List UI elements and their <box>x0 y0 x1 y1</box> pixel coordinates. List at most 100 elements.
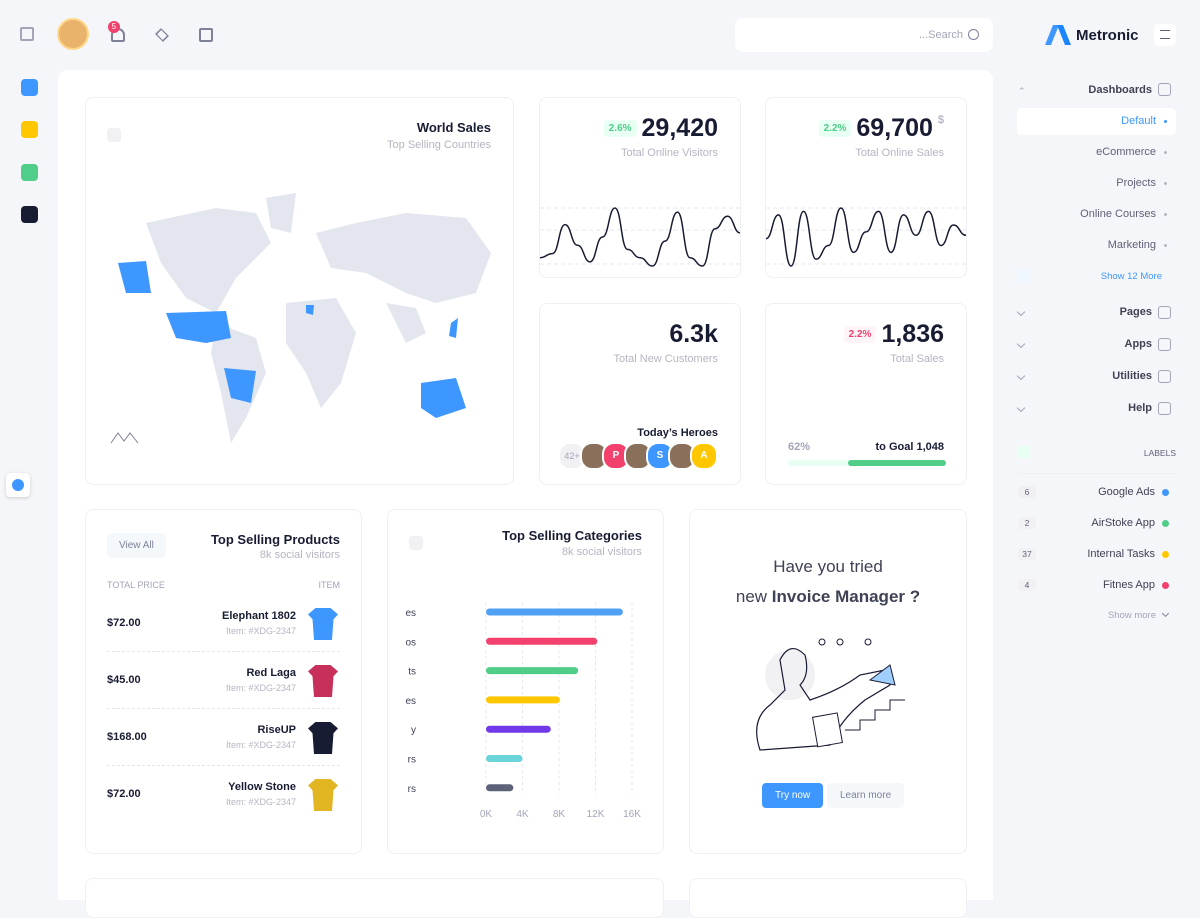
y-tick-label: es <box>405 608 416 619</box>
product-image <box>308 779 338 811</box>
avatar-row: A S P 42+ <box>558 442 718 470</box>
chevron <box>1016 403 1026 413</box>
contacts-app[interactable] <box>21 121 38 138</box>
events-app[interactable] <box>21 206 38 223</box>
label-dot <box>1162 582 1169 589</box>
card-subtitle: 8k social visitors <box>561 546 642 558</box>
bar <box>486 637 598 645</box>
menu-item-text: Default <box>1121 115 1156 127</box>
product-name: Yellow Stone <box>228 781 296 793</box>
logout-icon[interactable] <box>20 27 34 41</box>
column-header: ITEM <box>318 580 341 590</box>
y-tick-label: es <box>405 696 416 707</box>
label-name[interactable]: Fitnes App <box>1103 579 1155 591</box>
stat-label: Total Sales <box>890 353 944 365</box>
menu-toggle-icon <box>1160 30 1170 39</box>
calendar-add-icon[interactable] <box>199 28 213 42</box>
stat-value: 69,700 <box>856 114 933 142</box>
product-sku: Item: #XDG-2347 <box>225 626 296 636</box>
y-tick-label: os <box>405 637 416 648</box>
stat-header: 6.3k <box>669 320 718 349</box>
tasks-app[interactable] <box>21 164 38 181</box>
user-avatar[interactable] <box>57 18 89 50</box>
menu-item-text: Marketing <box>1107 239 1156 251</box>
menu-item[interactable]: Projects <box>1017 170 1176 197</box>
stat-label: Total New Customers <box>613 353 718 365</box>
brand-name: Metronic <box>1076 27 1139 44</box>
card-menu[interactable] <box>107 128 121 142</box>
plus-icon <box>1018 270 1030 282</box>
world-map <box>110 193 491 444</box>
label-dot <box>1162 520 1169 527</box>
label-name[interactable]: Google Ads <box>1098 486 1155 498</box>
chevron <box>1016 307 1026 317</box>
row-divider <box>107 651 340 652</box>
show-more-link[interactable]: Show more <box>1107 610 1156 621</box>
goal-track <box>788 460 946 466</box>
bar <box>486 696 560 704</box>
plus-icon <box>1018 446 1030 458</box>
menu-item-text: eCommerce <box>1096 146 1156 158</box>
sparkline-line <box>766 207 966 267</box>
product-price: $72.00 <box>107 617 141 629</box>
stat-label: Total Online Sales <box>855 147 944 159</box>
card-title: World Sales <box>416 120 491 135</box>
product-image <box>308 608 338 640</box>
menu-bullet <box>1164 182 1167 185</box>
trend-badge: 2.2% <box>843 326 877 343</box>
promo-illustration <box>756 638 905 751</box>
promo-line: new Invoice Manager ? <box>690 587 966 607</box>
stat-header: 2.2% 1,836 <box>843 320 944 349</box>
menu-item[interactable]: Default <box>1017 108 1176 135</box>
menu-item-text: Online Courses <box>1080 208 1156 220</box>
card-menu[interactable] <box>409 536 423 550</box>
promo-card: Have you tried new Invoice Manager ? Try… <box>689 509 967 854</box>
product-price: $168.00 <box>107 731 147 743</box>
stat-card: 2.2% 69,700 $ Total Online Sales <box>765 97 967 278</box>
menu-section[interactable]: Apps <box>1124 338 1153 350</box>
chevron: ⌃ <box>1018 86 1026 96</box>
layers-icon[interactable] <box>155 28 169 42</box>
search-placeholder: ...Search <box>918 29 963 41</box>
stat-value: 6.3k <box>669 320 718 348</box>
card <box>689 878 967 918</box>
search-box[interactable]: ...Search <box>735 18 993 52</box>
stat-header: 2.2% 69,700 $ <box>818 114 944 143</box>
label-name[interactable]: AirStoke App <box>1091 517 1155 529</box>
learn-more-button[interactable]: Learn more <box>827 783 905 808</box>
chevron <box>1016 339 1026 349</box>
search-icon <box>968 29 979 40</box>
show-more-link[interactable]: Show 12 More <box>1100 271 1162 282</box>
try-now-button[interactable]: Try now <box>762 783 824 808</box>
heroes-avatars: A S P 42+ <box>558 442 718 470</box>
menu-item[interactable]: eCommerce <box>1017 139 1176 166</box>
section-icon <box>1158 402 1171 415</box>
y-tick-label: y <box>411 725 416 736</box>
x-tick-label: 0K <box>480 809 493 820</box>
menu-item[interactable]: Marketing <box>1017 232 1176 259</box>
heroes-title: Today’s Heroes <box>637 427 718 439</box>
bar <box>486 784 514 792</box>
stat-value: 1,836 <box>881 320 944 348</box>
avatar: A <box>690 442 718 470</box>
menu-section[interactable]: Dashboards <box>1088 84 1152 96</box>
product-name: RiseUP <box>257 724 296 736</box>
product-image <box>308 665 338 697</box>
menu-section[interactable]: Help <box>1128 402 1152 414</box>
sidebar-menu: ⌃ Dashboards Default eCommerce Projects Onlin… <box>1000 70 1200 900</box>
stat-label: Total Online Visitors <box>620 147 718 159</box>
product-sku: Item: #XDG-2347 <box>225 740 296 750</box>
menu-toggle[interactable] <box>1154 24 1176 46</box>
stat-header: 2.6% 29,420 <box>603 114 718 143</box>
label-name[interactable]: Internal Tasks <box>1087 548 1155 560</box>
menu-section[interactable]: Utilities <box>1112 370 1152 382</box>
bar <box>486 667 579 675</box>
help-button[interactable] <box>6 473 30 497</box>
card-title: Top Selling Categories <box>502 528 642 543</box>
view-all-button[interactable]: View All <box>107 533 166 558</box>
menu-item[interactable]: Online Courses <box>1017 201 1176 228</box>
calendar-app[interactable] <box>21 79 38 96</box>
stat-card: 62% to Goal 1,048 2.2% 1,836 Total Sales <box>765 303 967 485</box>
menu-section[interactable]: Pages <box>1119 306 1152 318</box>
